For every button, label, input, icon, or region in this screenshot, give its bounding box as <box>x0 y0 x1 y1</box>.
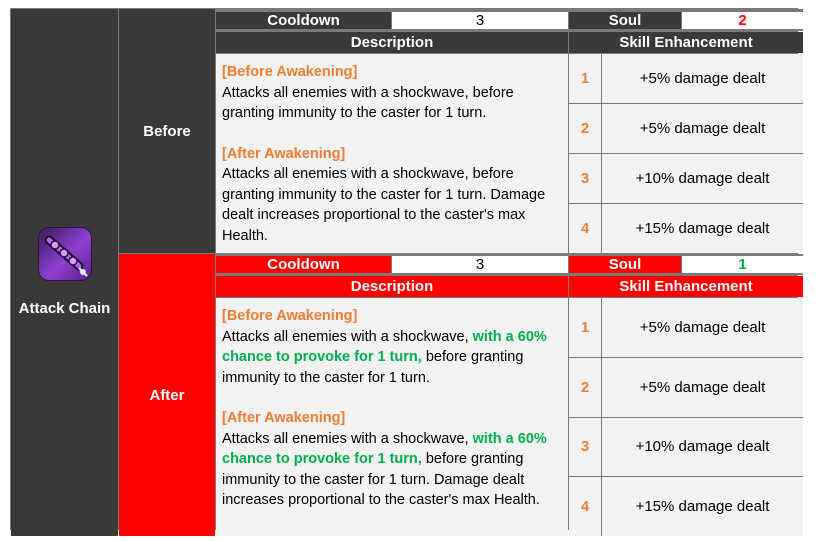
provoke-highlight: with a 60% chance to provoke for 1 turn, <box>222 328 547 366</box>
enhancement-text: +15% damage dealt <box>602 204 803 253</box>
enhancement-level: 1 <box>569 298 601 357</box>
awakening-text: Attacks all enemies with a shockwave, <box>222 430 473 447</box>
awakening-text: Attacks all enemies with a shockwave, be… <box>222 84 514 122</box>
enhancement-text: +5% damage dealt <box>602 104 803 153</box>
awakening-text: Attacks all enemies with a shockwave, be… <box>222 166 546 244</box>
awakening-text: Attacks all enemies with a shockwave, <box>222 328 473 345</box>
enhancement-level: 4 <box>569 477 601 536</box>
enhancement-level: 2 <box>569 357 601 417</box>
enhancement-text: +5% damage dealt <box>602 298 803 357</box>
before-before-awakening: [Before Awakening] Attacks all enemies w… <box>222 62 562 124</box>
enhancement-level: 2 <box>569 104 601 153</box>
after-row-label: After <box>119 254 215 536</box>
before-enhancement-header: Skill Enhancement <box>569 32 803 53</box>
awakening-text: before granting immunity to the caster f… <box>222 451 540 508</box>
enhancement-level: 3 <box>569 154 601 203</box>
provoke-highlight: with a 60% chance to provoke for 1 turn, <box>222 430 547 468</box>
enhancement-level: 1 <box>569 54 601 103</box>
before-cooldown-soul-row: Cooldown 3 Soul 2 <box>216 9 803 31</box>
awakening-title: [Before Awakening] <box>222 308 358 324</box>
after-soul-header: Soul <box>569 256 681 273</box>
awakening-title: [After Awakening] <box>222 410 346 426</box>
before-description: [Before Awakening] Attacks all enemies w… <box>216 54 568 253</box>
enhancement-text: +5% damage dealt <box>602 357 803 417</box>
after-enhancement-list: 1 +5% damage dealt 2 +5% damage dealt 3 … <box>569 298 803 536</box>
skill-cell: Attack Chain <box>11 9 118 536</box>
after-description-header: Description <box>216 276 568 297</box>
before-soul-header: Soul <box>569 11 681 29</box>
skill-comparison-table: Attack Chain Before Cooldown 3 Soul 2 De… <box>10 8 803 536</box>
skill-name: Attack Chain <box>18 300 111 317</box>
awakening-title: [After Awakening] <box>222 145 346 162</box>
before-cooldown-value: 3 <box>392 11 568 29</box>
enhancement-level: 4 <box>569 204 601 253</box>
after-cooldown-value: 3 <box>392 256 568 273</box>
after-cooldown-header: Cooldown <box>216 256 391 273</box>
enhancement-text: +10% damage dealt <box>602 417 803 477</box>
enhancement-text: +10% damage dealt <box>602 154 803 203</box>
after-cooldown-soul-row: Cooldown 3 Soul 1 <box>216 254 803 275</box>
enhancement-text: +5% damage dealt <box>602 54 803 103</box>
after-after-awakening: [After Awakening] Attacks all enemies wi… <box>222 408 562 511</box>
awakening-text: before granting immunity to the caster f… <box>222 349 524 386</box>
after-enhancement-header: Skill Enhancement <box>569 276 803 297</box>
attack-chain-skill-icon <box>38 228 91 280</box>
before-enhancement-list: 1 +5% damage dealt 2 +5% damage dealt 3 … <box>569 54 803 253</box>
after-soul-value: 1 <box>682 256 803 273</box>
before-cooldown-header: Cooldown <box>216 11 391 29</box>
before-row-label: Before <box>119 9 215 253</box>
before-description-header: Description <box>216 32 568 53</box>
enhancement-text: +15% damage dealt <box>602 477 803 536</box>
before-after-awakening: [After Awakening] Attacks all enemies wi… <box>222 144 562 247</box>
after-description: [Before Awakening] Attacks all enemies w… <box>216 298 568 536</box>
enhancement-level: 3 <box>569 417 601 477</box>
before-soul-value: 2 <box>682 11 803 29</box>
after-before-awakening: [Before Awakening] Attacks all enemies w… <box>222 306 562 388</box>
awakening-title: [Before Awakening] <box>222 64 358 80</box>
